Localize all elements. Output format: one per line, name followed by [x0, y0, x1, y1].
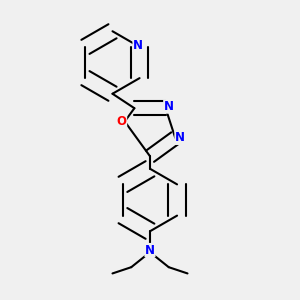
Text: O: O: [117, 115, 127, 128]
Text: N: N: [133, 39, 143, 52]
Text: N: N: [145, 244, 155, 256]
Text: N: N: [175, 131, 185, 144]
Text: N: N: [164, 100, 174, 113]
